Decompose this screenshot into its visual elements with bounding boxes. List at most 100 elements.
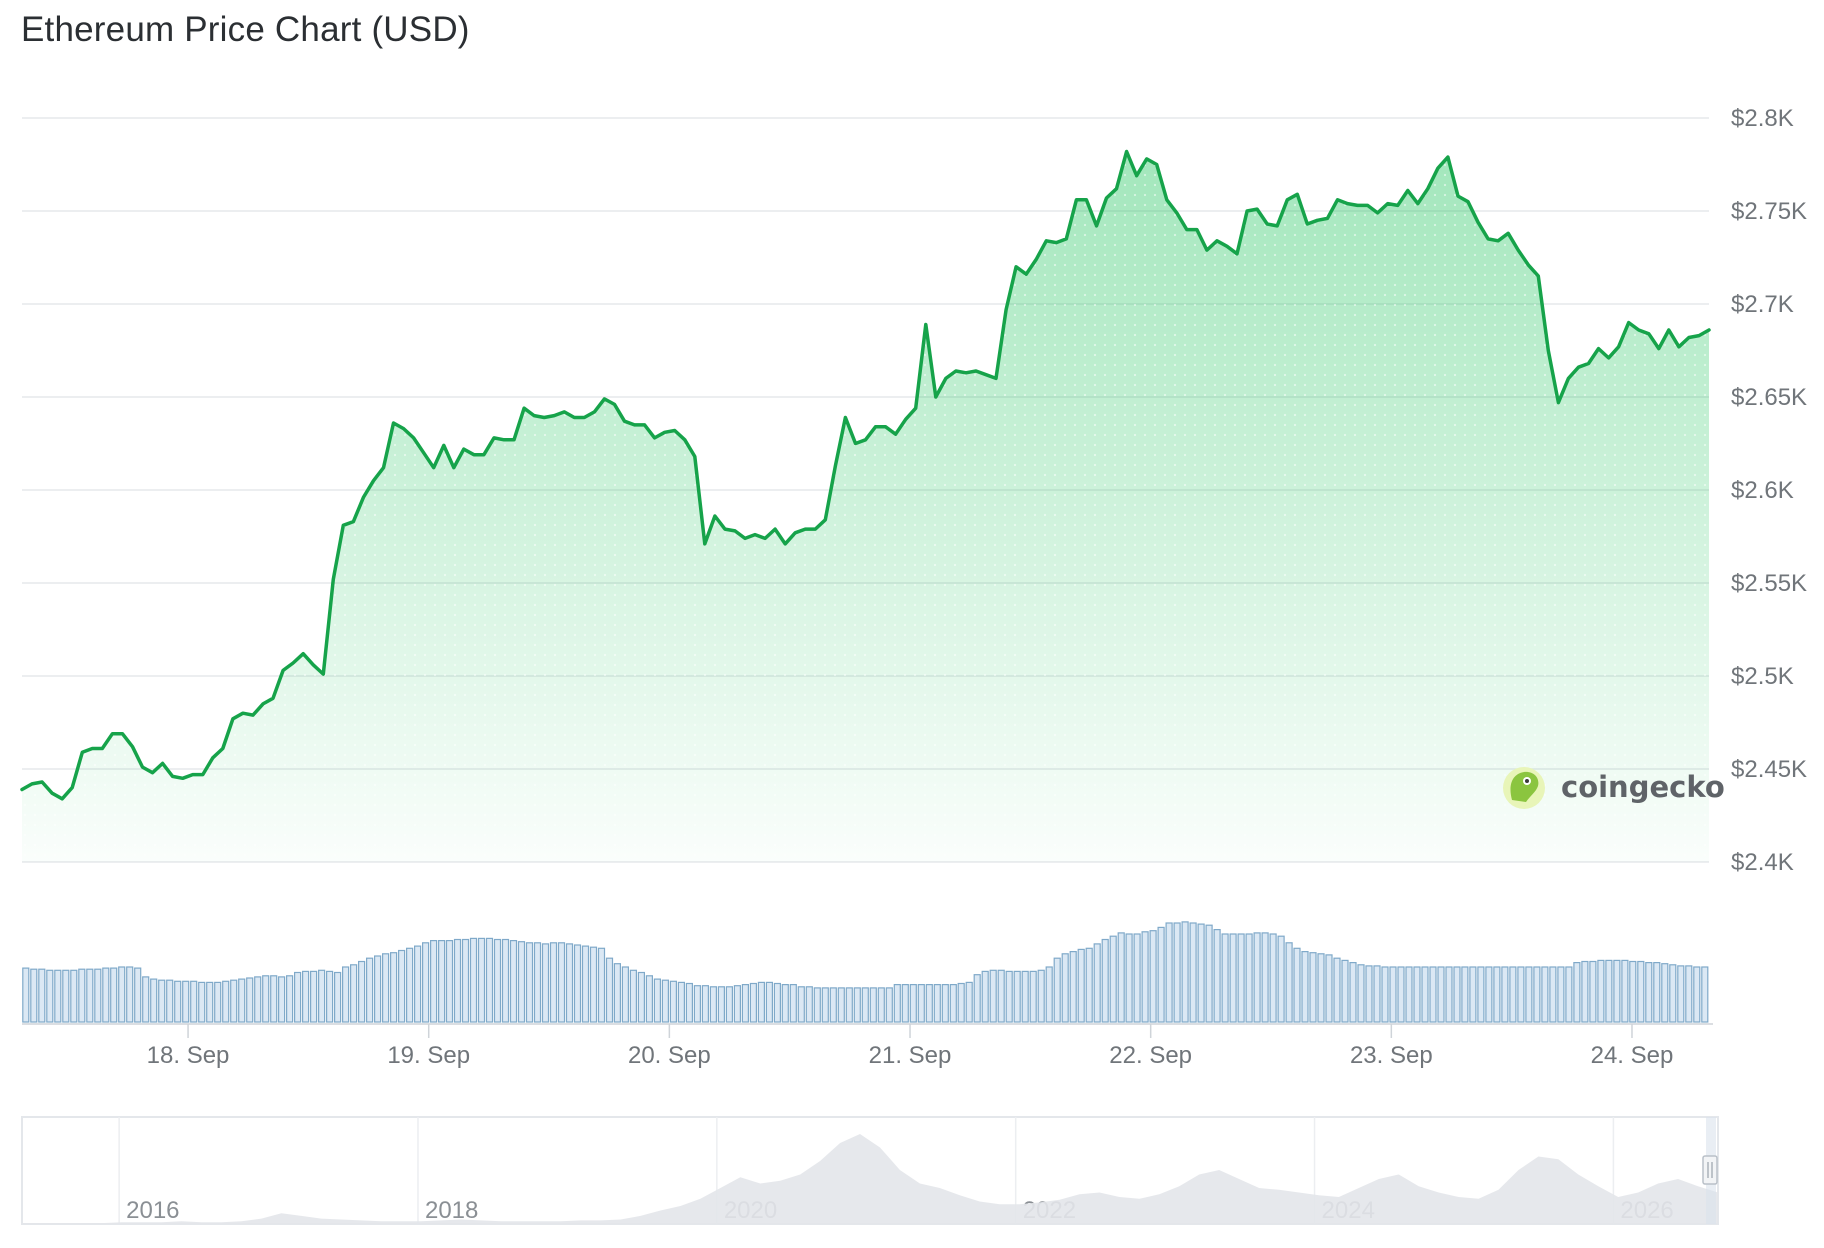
volume-bar [94, 968, 102, 1023]
volume-bar [1189, 922, 1197, 1023]
y-tick-label: $2.6K [1731, 477, 1794, 504]
volume-bar [390, 952, 398, 1023]
volume-bar [597, 947, 606, 1023]
volume-bar [118, 966, 126, 1023]
volume-bar [1549, 966, 1557, 1023]
volume-bar [1013, 970, 1021, 1023]
volume-bar [453, 938, 462, 1023]
volume-bar [1573, 961, 1581, 1023]
volume-bar [741, 983, 750, 1023]
volume-bar [1333, 957, 1341, 1023]
range-navigator[interactable]: 201620182020202220242026 [21, 1116, 1719, 1225]
price-area [20, 149, 1711, 862]
volume-bar [989, 969, 997, 1023]
volume-bar [1677, 965, 1685, 1023]
volume-bar [1621, 959, 1629, 1023]
volume-bar [693, 985, 702, 1023]
volume-bar [589, 946, 598, 1023]
volume-bar [1237, 933, 1245, 1023]
price-line[interactable] [20, 149, 1711, 801]
volume-bar [1397, 966, 1405, 1023]
volume-bar [1301, 950, 1309, 1023]
volume-bar [653, 978, 662, 1023]
volume-bar [925, 983, 933, 1023]
volume-bar [629, 969, 638, 1023]
volume-bar [1317, 953, 1325, 1023]
volume-bar [517, 941, 526, 1023]
volume-bar [198, 981, 206, 1023]
y-tick-label: $2.55K [1731, 570, 1807, 597]
volume-bar [278, 976, 286, 1023]
volume-bar [78, 968, 86, 1023]
volume-bar [1205, 924, 1213, 1023]
volume-bar [997, 969, 1005, 1023]
volume-bar [1533, 966, 1541, 1023]
volume-bar [837, 987, 845, 1023]
volume-bar [909, 983, 917, 1023]
volume-bar [789, 983, 797, 1023]
volume-bar [270, 975, 278, 1023]
volume-bar [469, 937, 478, 1023]
coingecko-gecko-shape [1510, 771, 1539, 802]
volume-bar [70, 969, 78, 1023]
volume-bar [821, 987, 829, 1023]
volume-bar [382, 953, 390, 1023]
volume-bar [941, 983, 949, 1023]
volume-bar [1173, 922, 1181, 1023]
volume-bar [685, 982, 694, 1023]
y-axis-labels: $2.4K $2.45K $2.5K $2.55K $2.6K $2.65K $2.7K $2… [1731, 105, 1807, 876]
volume-bar [509, 939, 518, 1023]
volume-bar [1365, 965, 1373, 1023]
volume-bar [326, 970, 334, 1023]
price-area-texture [22, 151, 1709, 862]
volume-bar [1005, 970, 1013, 1023]
volume-bar [1373, 965, 1381, 1023]
volume-bar [1517, 966, 1525, 1023]
volume-bar [1637, 960, 1645, 1023]
volume-bar [366, 957, 374, 1023]
y-tick-label: $2.45K [1731, 756, 1807, 783]
volume-bar [230, 979, 238, 1023]
volume-bar [709, 986, 718, 1023]
volume-bar [222, 980, 230, 1023]
volume-bar [1493, 966, 1501, 1023]
volume-bar [973, 974, 981, 1023]
volume-bar [150, 978, 158, 1023]
volume-bar [1053, 957, 1061, 1023]
volume-bar [1581, 960, 1589, 1023]
volume-bar [1261, 932, 1269, 1023]
volume-bar [374, 955, 382, 1023]
volume-bar [1701, 966, 1709, 1023]
volume-bar [661, 979, 670, 1023]
volume-bar [398, 949, 406, 1023]
volume-bar [853, 987, 861, 1023]
volume-bar [166, 979, 174, 1023]
y-tick-label: $2.65K [1731, 384, 1807, 411]
volume-bar [797, 986, 805, 1023]
x-tick-label: 24. Sep [1591, 1042, 1674, 1069]
volume-bar [461, 938, 470, 1023]
y-tick-label: $2.75K [1731, 198, 1807, 225]
volume-bar [901, 983, 909, 1023]
volume-bar [1349, 961, 1357, 1023]
y-tick-label: $2.8K [1731, 105, 1794, 132]
coingecko-pupil [1525, 779, 1529, 783]
volume-bar [645, 975, 654, 1023]
volume-bar [1133, 933, 1141, 1023]
volume-bar [557, 942, 566, 1023]
navigator-handle[interactable] [1702, 1155, 1718, 1185]
volume-bar [885, 987, 893, 1023]
volume-bar [406, 947, 414, 1023]
volume-bar [613, 963, 622, 1023]
x-axis: 18. Sep 19. Sep 20. Sep 21. Sep 22. Sep 23. S… [22, 1023, 1713, 1069]
volume-bar [717, 986, 726, 1023]
volume-bar [206, 981, 214, 1023]
volume-bar [334, 971, 342, 1023]
volume-bar [190, 980, 198, 1023]
volume-bar [1421, 966, 1429, 1023]
volume-bar [1509, 966, 1517, 1023]
volume-bar [1181, 921, 1189, 1023]
volume-bar [1477, 966, 1485, 1023]
volume-bar [1685, 965, 1693, 1023]
